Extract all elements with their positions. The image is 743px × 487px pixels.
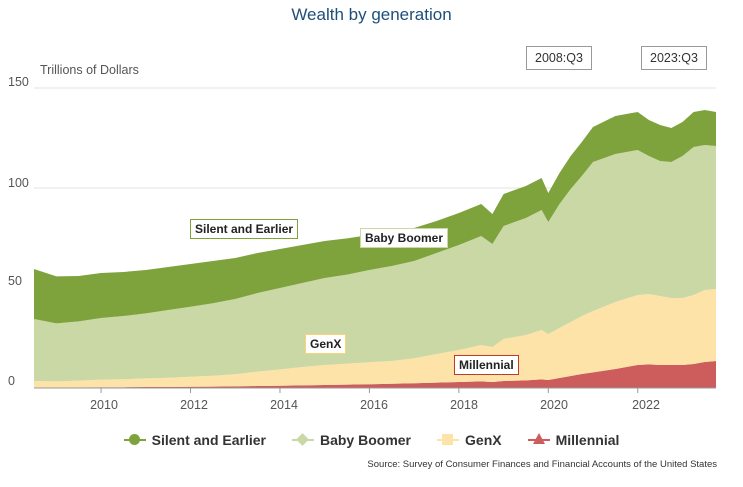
square-marker-icon (437, 433, 460, 447)
x-axis (34, 387, 716, 393)
legend-item-genx[interactable]: GenX (437, 432, 502, 448)
annotation-baby-boomer: Baby Boomer (360, 228, 449, 248)
diamond-marker-icon (291, 433, 314, 447)
x-tick-label: 2014 (270, 398, 298, 412)
legend-item-millennial[interactable]: Millennial (527, 432, 620, 448)
x-tick-label: 2016 (360, 398, 388, 412)
legend-item-silent[interactable]: Silent and Earlier (123, 432, 266, 448)
area-baby-boomer[interactable] (34, 145, 716, 382)
legend-item-baby-boomer[interactable]: Baby Boomer (291, 432, 412, 448)
annotation-millennial: Millennial (454, 355, 519, 375)
x-tick-label: 2020 (540, 398, 568, 412)
x-tick-label: 2022 (632, 398, 660, 412)
legend-label: Baby Boomer (319, 432, 412, 448)
annotation-genx: GenX (305, 334, 347, 354)
y-tick-label: 150 (8, 75, 29, 89)
x-tick-label: 2018 (450, 398, 478, 412)
area-millennial[interactable] (34, 361, 716, 388)
x-tick-label: 2010 (90, 398, 118, 412)
source-note: Source: Survey of Consumer Finances and … (367, 459, 717, 470)
area-silent-and-earlier[interactable] (34, 110, 716, 324)
date-start-label: 2008:Q3 (526, 46, 592, 70)
y-axis-label: Trillions of Dollars (40, 63, 139, 77)
legend-label: Silent and Earlier (151, 432, 266, 448)
x-tick-label: 2012 (180, 398, 208, 412)
triangle-marker-icon (527, 433, 550, 447)
area-series (34, 110, 716, 388)
y-tick-label: 50 (8, 274, 22, 288)
annotation-silent-and-earlier: Silent and Earlier (190, 219, 299, 239)
circle-marker-icon (123, 433, 146, 447)
y-tick-label: 0 (8, 374, 15, 388)
area-genx[interactable] (34, 289, 716, 388)
chart-title: Wealth by generation (291, 5, 452, 24)
legend-label: GenX (465, 432, 502, 448)
legend: Silent and Earlier Baby Boomer GenX Mill… (0, 432, 743, 448)
y-tick-label: 100 (8, 176, 29, 190)
legend-label: Millennial (555, 432, 620, 448)
date-end-label: 2023:Q3 (641, 46, 707, 70)
